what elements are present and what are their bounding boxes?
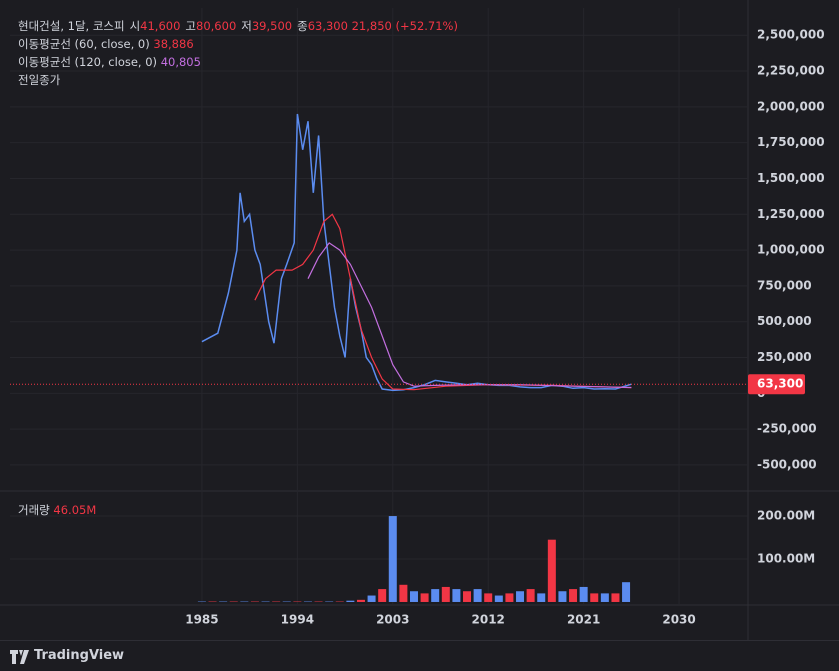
price-line	[307, 242, 632, 389]
y-tick-label: 750,000	[757, 278, 812, 292]
header-line: 현대건설, 1달, 코스피 시41,600 고80,600 저39,500 종63,30…	[18, 18, 458, 34]
volume-bar	[569, 589, 578, 602]
ma120-value: 40,805	[160, 55, 201, 69]
volume-bar	[484, 593, 493, 602]
ohlc-key: 종	[297, 19, 308, 33]
y-tick-label: 2,500,000	[757, 28, 825, 42]
volume-bar	[441, 586, 450, 602]
ma60-legend: 이동평균선 (60, close, 0) 38,886	[18, 36, 194, 52]
volume-bar	[399, 584, 408, 602]
ma120-legend: 이동평균선 (120, close, 0) 40,805	[18, 54, 201, 70]
y-tick-label: 1,500,000	[757, 171, 825, 185]
volume-bar	[346, 600, 355, 602]
y-tick-label: 2,250,000	[757, 64, 825, 78]
ma60-name: 이동평균선 (60, close, 0)	[18, 37, 150, 51]
volume-bar	[420, 593, 429, 602]
volume-bar	[388, 516, 397, 602]
volume-bar	[378, 589, 387, 602]
y-tick-label: 1,750,000	[757, 135, 825, 149]
ma120-name: 이동평균선 (120, close, 0)	[18, 55, 158, 69]
last-price-box	[748, 374, 805, 395]
volume-bar	[579, 586, 588, 602]
volume-bar	[409, 591, 418, 602]
volume-bar	[452, 589, 461, 602]
x-tick-label: 1985	[185, 613, 218, 627]
y-tick-label: 250,000	[757, 350, 812, 364]
ohlc-value: 39,500	[251, 19, 293, 33]
ohlc-value: 63,300	[307, 19, 348, 33]
y-tick-label: 2,000,000	[757, 99, 825, 113]
ohlc-value: 80,600	[196, 19, 237, 33]
volume-value: 46.05M	[53, 503, 97, 517]
brand: TradingView	[34, 648, 125, 663]
chart: -500,000-250,0000250,000500,000750,0001,…	[0, 0, 839, 640]
ohlc-key: 시	[129, 19, 141, 33]
x-tick-label: 2030	[662, 613, 695, 627]
y-tick-label: 1,250,000	[757, 207, 825, 221]
y-tick-label: 200.00M	[757, 509, 815, 523]
footer: TradingView	[0, 640, 839, 671]
volume-legend: 거래량 46.05M	[18, 502, 96, 518]
x-tick-label: 2003	[376, 613, 409, 627]
y-tick-label: -250,000	[757, 422, 817, 436]
ohlc-value: 41,600	[140, 19, 181, 33]
price-line	[254, 213, 632, 391]
y-tick-label: 1,000,000	[757, 243, 825, 257]
volume-bar	[494, 595, 503, 602]
volume-bar	[356, 599, 365, 602]
volume-bar	[558, 591, 567, 602]
x-tick-label: 2012	[472, 613, 505, 627]
volume-bar	[367, 595, 376, 602]
logo	[10, 650, 29, 664]
volume-bar	[473, 589, 482, 602]
x-tick-label: 2021	[567, 613, 600, 627]
volume-bar	[463, 591, 472, 602]
y-tick-label: 500,000	[757, 314, 812, 328]
ma60-value: 38,886	[153, 37, 194, 51]
volume-bar	[526, 589, 535, 602]
volume-bar	[622, 582, 631, 602]
ohlc-key: 저	[241, 19, 252, 33]
volume-bar	[611, 593, 620, 602]
price-line	[201, 113, 632, 392]
x-tick-label: 1994	[281, 613, 314, 627]
volume-title: 거래량	[18, 503, 50, 517]
y-tick-label: -500,000	[757, 457, 817, 471]
volume-bar	[537, 593, 546, 602]
prev-close: 전일종가	[18, 73, 61, 87]
volume-bar	[516, 591, 525, 602]
change: 21,850 (+52.71%)	[351, 19, 458, 33]
y-tick-label: 100.00M	[757, 552, 815, 566]
last-price-label: 63,300	[757, 377, 803, 391]
symbol: 현대건설, 1달, 코스피	[18, 19, 125, 33]
volume-bar	[505, 593, 514, 602]
volume-bar	[590, 593, 599, 602]
volume-bar	[600, 593, 609, 602]
volume-bar	[431, 589, 440, 602]
ohlc: 시41,600 고80,600 저39,500 종63,300	[125, 19, 348, 33]
ohlc-key: 고	[185, 19, 197, 33]
volume-bar	[547, 539, 556, 602]
